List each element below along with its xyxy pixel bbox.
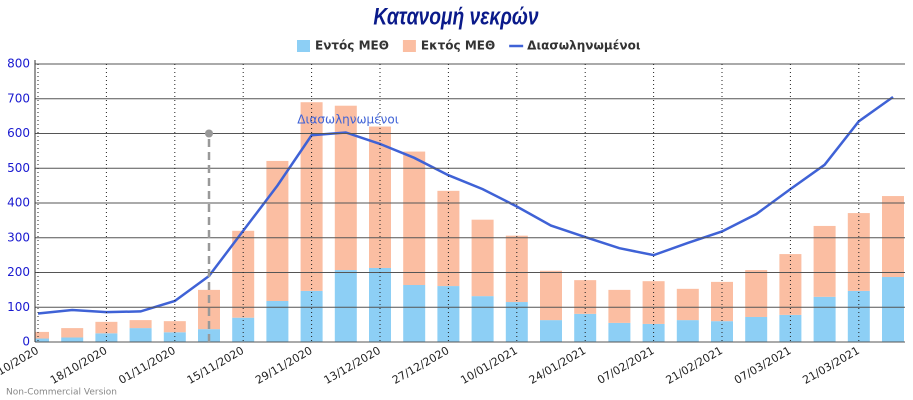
y-tick-label: 700 <box>7 91 30 105</box>
bar <box>163 321 186 333</box>
x-tick-label: 21/02/2021 <box>664 344 725 387</box>
x-tick-label: 29/11/2020 <box>253 344 314 387</box>
bar <box>745 316 768 342</box>
bar <box>505 302 528 342</box>
bar <box>403 285 426 342</box>
annotation: Διασωληνωμένοι <box>297 113 399 127</box>
bar <box>95 333 118 342</box>
bar <box>813 296 836 342</box>
bar <box>847 213 870 291</box>
y-tick-label: 800 <box>7 57 30 71</box>
bar <box>711 281 733 322</box>
y-tick-label: 500 <box>7 161 30 175</box>
bar <box>540 270 562 321</box>
bar <box>882 196 904 278</box>
bar <box>676 288 699 321</box>
y-tick-label: 600 <box>7 126 30 140</box>
bar <box>35 338 49 342</box>
bar <box>61 337 84 342</box>
bar <box>403 151 426 286</box>
bar <box>334 270 357 342</box>
bar <box>813 225 836 297</box>
bar <box>232 230 255 318</box>
bar <box>35 331 49 339</box>
bar <box>574 313 597 342</box>
bar <box>437 286 460 342</box>
bar <box>266 300 289 342</box>
bar <box>129 320 152 329</box>
bar <box>745 270 768 317</box>
bar <box>608 289 631 323</box>
x-tick-label: 15/11/2020 <box>185 344 246 387</box>
bar <box>61 328 84 338</box>
bar <box>711 321 733 342</box>
x-tick-label: 18/10/2020 <box>48 344 109 387</box>
y-tick-label: 400 <box>7 196 30 210</box>
bar <box>882 277 904 342</box>
y-tick-label: 0 <box>22 335 30 349</box>
reference-point <box>205 129 213 138</box>
bar <box>129 328 152 342</box>
y-tick-label: 100 <box>7 300 30 314</box>
legend-label: Διασωληνωμένοι <box>527 39 641 53</box>
x-tick-label: 27/12/2020 <box>390 344 451 387</box>
x-tick-label: 07/02/2021 <box>595 344 656 387</box>
bar <box>540 320 562 342</box>
line <box>37 95 894 315</box>
legend-label: Εκτός ΜΕΘ <box>421 39 495 53</box>
x-tick-label: 01/11/2020 <box>116 344 177 387</box>
x-tick-label: 07/03/2021 <box>732 344 793 387</box>
x-tick-label: 10/01/2021 <box>458 344 519 387</box>
legend-swatch <box>297 40 310 52</box>
bar <box>334 105 357 271</box>
bar <box>369 126 391 268</box>
bar <box>676 320 699 342</box>
bar <box>642 281 665 324</box>
bar <box>95 321 118 334</box>
bar <box>437 190 460 287</box>
legend-swatch <box>402 40 416 52</box>
y-tick-label: 300 <box>7 230 30 244</box>
bar <box>232 317 255 342</box>
bar <box>266 160 289 301</box>
bar <box>608 322 631 342</box>
x-tick-label: 04/10/2020 <box>0 344 41 387</box>
y-tick-label: 200 <box>7 265 30 279</box>
bar <box>471 296 494 342</box>
x-tick-label: 13/12/2020 <box>322 344 383 387</box>
bar <box>163 332 186 342</box>
x-tick-label: 24/01/2021 <box>527 344 588 387</box>
x-tick-label: 21/03/2021 <box>800 344 861 387</box>
legend-label: Εντός ΜΕΘ <box>315 39 389 53</box>
chart-title: Κατανομή νεκρών <box>373 2 538 30</box>
bar <box>471 219 494 297</box>
watermark: Non-Commercial Version <box>6 388 117 398</box>
